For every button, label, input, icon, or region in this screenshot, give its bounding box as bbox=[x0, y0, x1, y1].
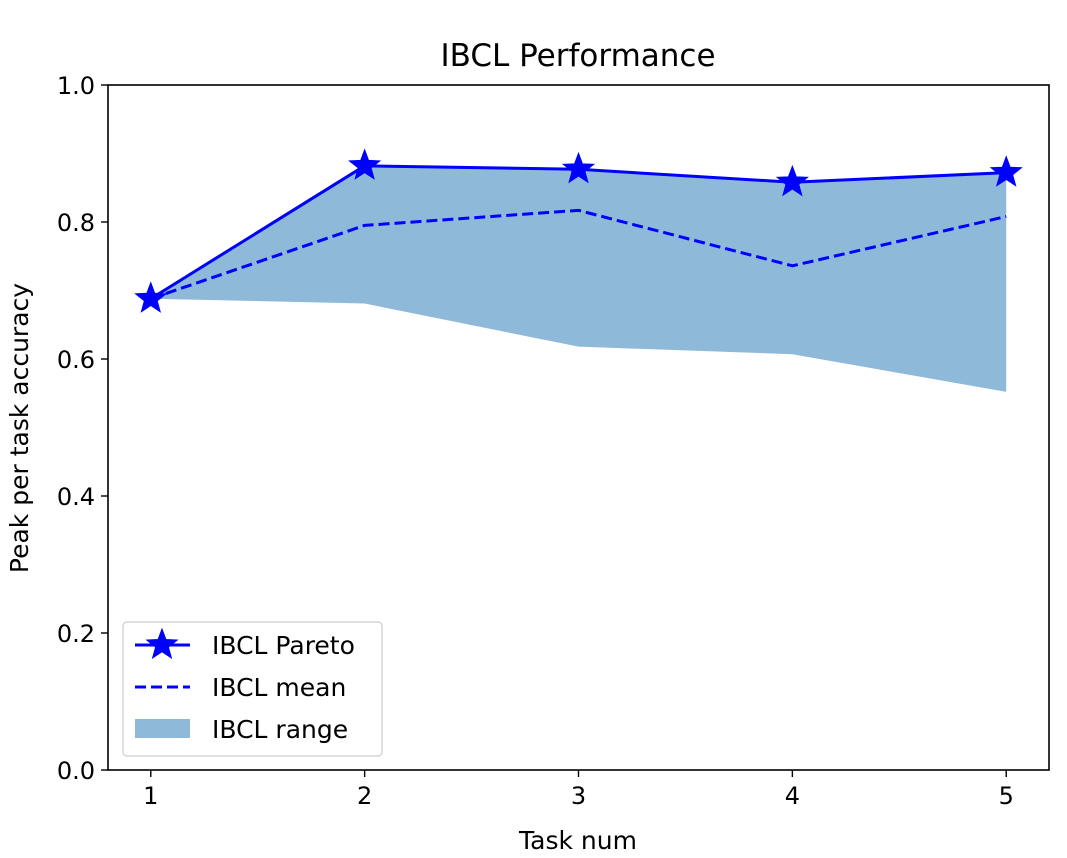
y-tick-label: 0.6 bbox=[57, 346, 95, 374]
x-axis-label: Task num bbox=[518, 826, 637, 855]
legend-star-marker bbox=[145, 627, 179, 660]
x-ticks: 1 2 3 4 5 bbox=[143, 770, 1014, 810]
y-tick-label: 1.0 bbox=[57, 72, 95, 100]
y-ticks: 0.0 0.2 0.4 0.6 0.8 1.0 bbox=[57, 72, 108, 785]
x-tick-label: 1 bbox=[143, 782, 158, 810]
chart-title: IBCL Performance bbox=[440, 38, 715, 74]
marker-layer bbox=[134, 148, 1023, 313]
x-tick-label: 2 bbox=[357, 782, 372, 810]
legend-label-pareto: IBCL Pareto bbox=[212, 631, 355, 660]
range-band bbox=[150, 165, 1007, 392]
y-tick-label: 0.4 bbox=[57, 483, 95, 511]
x-tick-label: 3 bbox=[571, 782, 586, 810]
y-axis-label: Peak per task accuracy bbox=[5, 283, 34, 573]
legend-label-mean: IBCL mean bbox=[212, 673, 346, 702]
legend-range-swatch bbox=[135, 719, 190, 738]
y-tick-label: 0.2 bbox=[57, 620, 95, 648]
pareto-star-point bbox=[775, 164, 809, 197]
pareto-star-point bbox=[134, 281, 168, 313]
pareto-star-point bbox=[989, 155, 1023, 187]
legend-label-range: IBCL range bbox=[212, 715, 348, 744]
pareto-star-point bbox=[348, 148, 382, 180]
x-tick-label: 4 bbox=[785, 782, 800, 810]
y-tick-label: 0.8 bbox=[57, 209, 95, 237]
range-band-layer bbox=[150, 165, 1007, 392]
legend: IBCL Pareto IBCL mean IBCL range bbox=[122, 621, 383, 757]
mean-line bbox=[150, 208, 1007, 301]
x-tick-label: 5 bbox=[999, 782, 1014, 810]
y-tick-label: 0.0 bbox=[57, 757, 95, 785]
pareto-star-point bbox=[561, 151, 596, 184]
legend-pareto-star bbox=[145, 627, 179, 660]
